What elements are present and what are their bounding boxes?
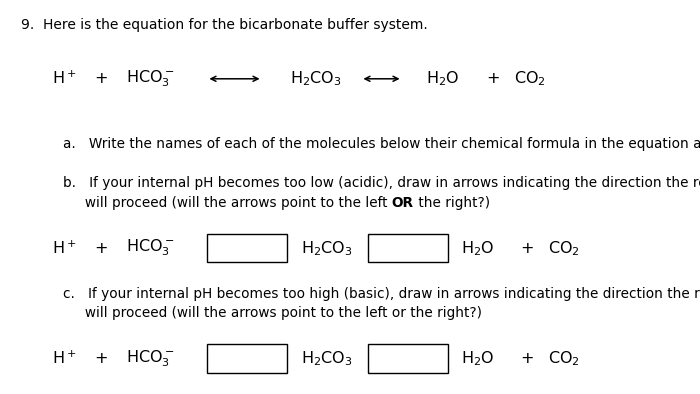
Text: H$_2$O: H$_2$O xyxy=(461,239,494,258)
Text: HCO$_3^-$: HCO$_3^-$ xyxy=(126,348,174,369)
Text: +: + xyxy=(94,351,108,366)
Bar xyxy=(206,344,287,373)
Text: HCO$_3^-$: HCO$_3^-$ xyxy=(126,69,174,89)
Text: CO$_2$: CO$_2$ xyxy=(548,239,580,258)
Text: CO$_2$: CO$_2$ xyxy=(514,69,547,88)
Text: H$_2$O: H$_2$O xyxy=(461,349,494,368)
Text: H$_2$CO$_3$: H$_2$CO$_3$ xyxy=(290,69,342,88)
Text: +: + xyxy=(520,241,533,256)
Text: HCO$_3^-$: HCO$_3^-$ xyxy=(126,238,174,258)
Text: a.   Write the names of each of the molecules below their chemical formula in th: a. Write the names of each of the molecu… xyxy=(63,137,700,151)
Text: will proceed (will the arrows point to the left: will proceed (will the arrows point to t… xyxy=(63,196,392,210)
Text: +: + xyxy=(94,71,108,86)
Text: +: + xyxy=(520,351,533,366)
Bar xyxy=(206,234,287,262)
Text: will proceed (will the arrows point to the left or the right?): will proceed (will the arrows point to t… xyxy=(63,306,482,320)
Text: H$_2$O: H$_2$O xyxy=(426,69,459,88)
Text: 9.  Here is the equation for the bicarbonate buffer system.: 9. Here is the equation for the bicarbon… xyxy=(21,18,428,32)
Text: the right?): the right?) xyxy=(414,196,490,210)
Text: H$_2$CO$_3$: H$_2$CO$_3$ xyxy=(301,239,353,258)
Text: c.   If your internal pH becomes too high (basic), draw in arrows indicating the: c. If your internal pH becomes too high … xyxy=(63,286,700,301)
Text: H$^+$: H$^+$ xyxy=(52,240,77,257)
Text: H$_2$CO$_3$: H$_2$CO$_3$ xyxy=(301,349,353,368)
Text: +: + xyxy=(94,241,108,256)
Text: +: + xyxy=(486,71,500,86)
Bar xyxy=(368,344,448,373)
Text: CO$_2$: CO$_2$ xyxy=(548,349,580,368)
Text: b.   If your internal pH becomes too low (acidic), draw in arrows indicating the: b. If your internal pH becomes too low (… xyxy=(63,176,700,190)
Text: OR: OR xyxy=(392,196,414,210)
Text: H$^+$: H$^+$ xyxy=(52,70,77,87)
Text: H$^+$: H$^+$ xyxy=(52,350,77,367)
Bar xyxy=(368,234,448,262)
